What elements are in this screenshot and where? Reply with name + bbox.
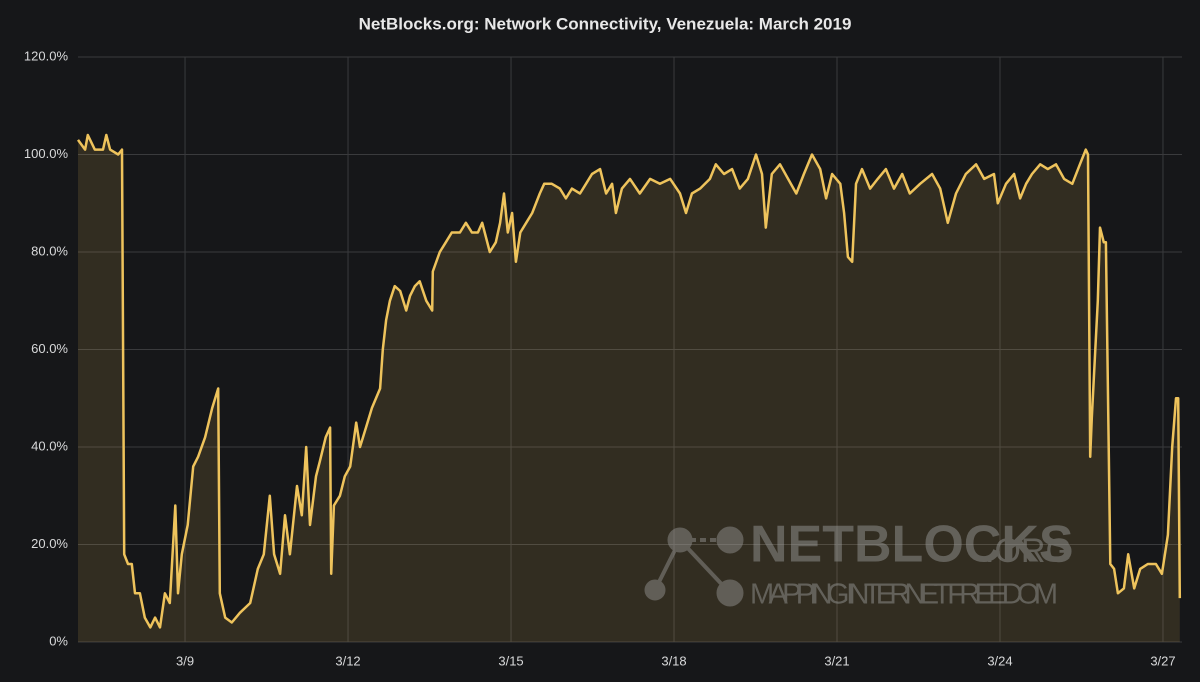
line [76, 133, 1182, 629]
chart-title: NetBlocks.org: Network Connectivity, Ven… [359, 14, 852, 33]
watermark-suffix: .ORG [985, 532, 1072, 570]
y-tick-label: 100.0% [24, 146, 69, 161]
y-tick-label: 0% [49, 633, 68, 648]
x-tick-label: 3/15 [498, 653, 523, 668]
plot [76, 133, 1182, 642]
watermark-brand: NETBLOCKS [750, 516, 1074, 574]
watermark: NETBLOCKS .ORG MAPPING INTERNET FREEDOM [644, 516, 1074, 611]
grid [78, 56, 1182, 643]
y-tick-label: 60.0% [31, 341, 68, 356]
y-tick-label: 120.0% [24, 48, 69, 63]
x-tick-label: 3/12 [335, 653, 360, 668]
watermark-logo [644, 526, 744, 607]
x-tick-label: 3/24 [987, 653, 1012, 668]
x-tick-label: 3/21 [824, 653, 849, 668]
area [78, 135, 1180, 642]
x-tick-label: 3/18 [661, 653, 686, 668]
y-tick-label: 40.0% [31, 438, 68, 453]
x-tick-label: 3/9 [176, 653, 194, 668]
y-tick-label: 20.0% [31, 536, 68, 551]
y-tick-label: 80.0% [31, 243, 68, 258]
watermark-tagline: MAPPING INTERNET FREEDOM [750, 579, 1058, 611]
x-tick-label: 3/27 [1150, 653, 1175, 668]
